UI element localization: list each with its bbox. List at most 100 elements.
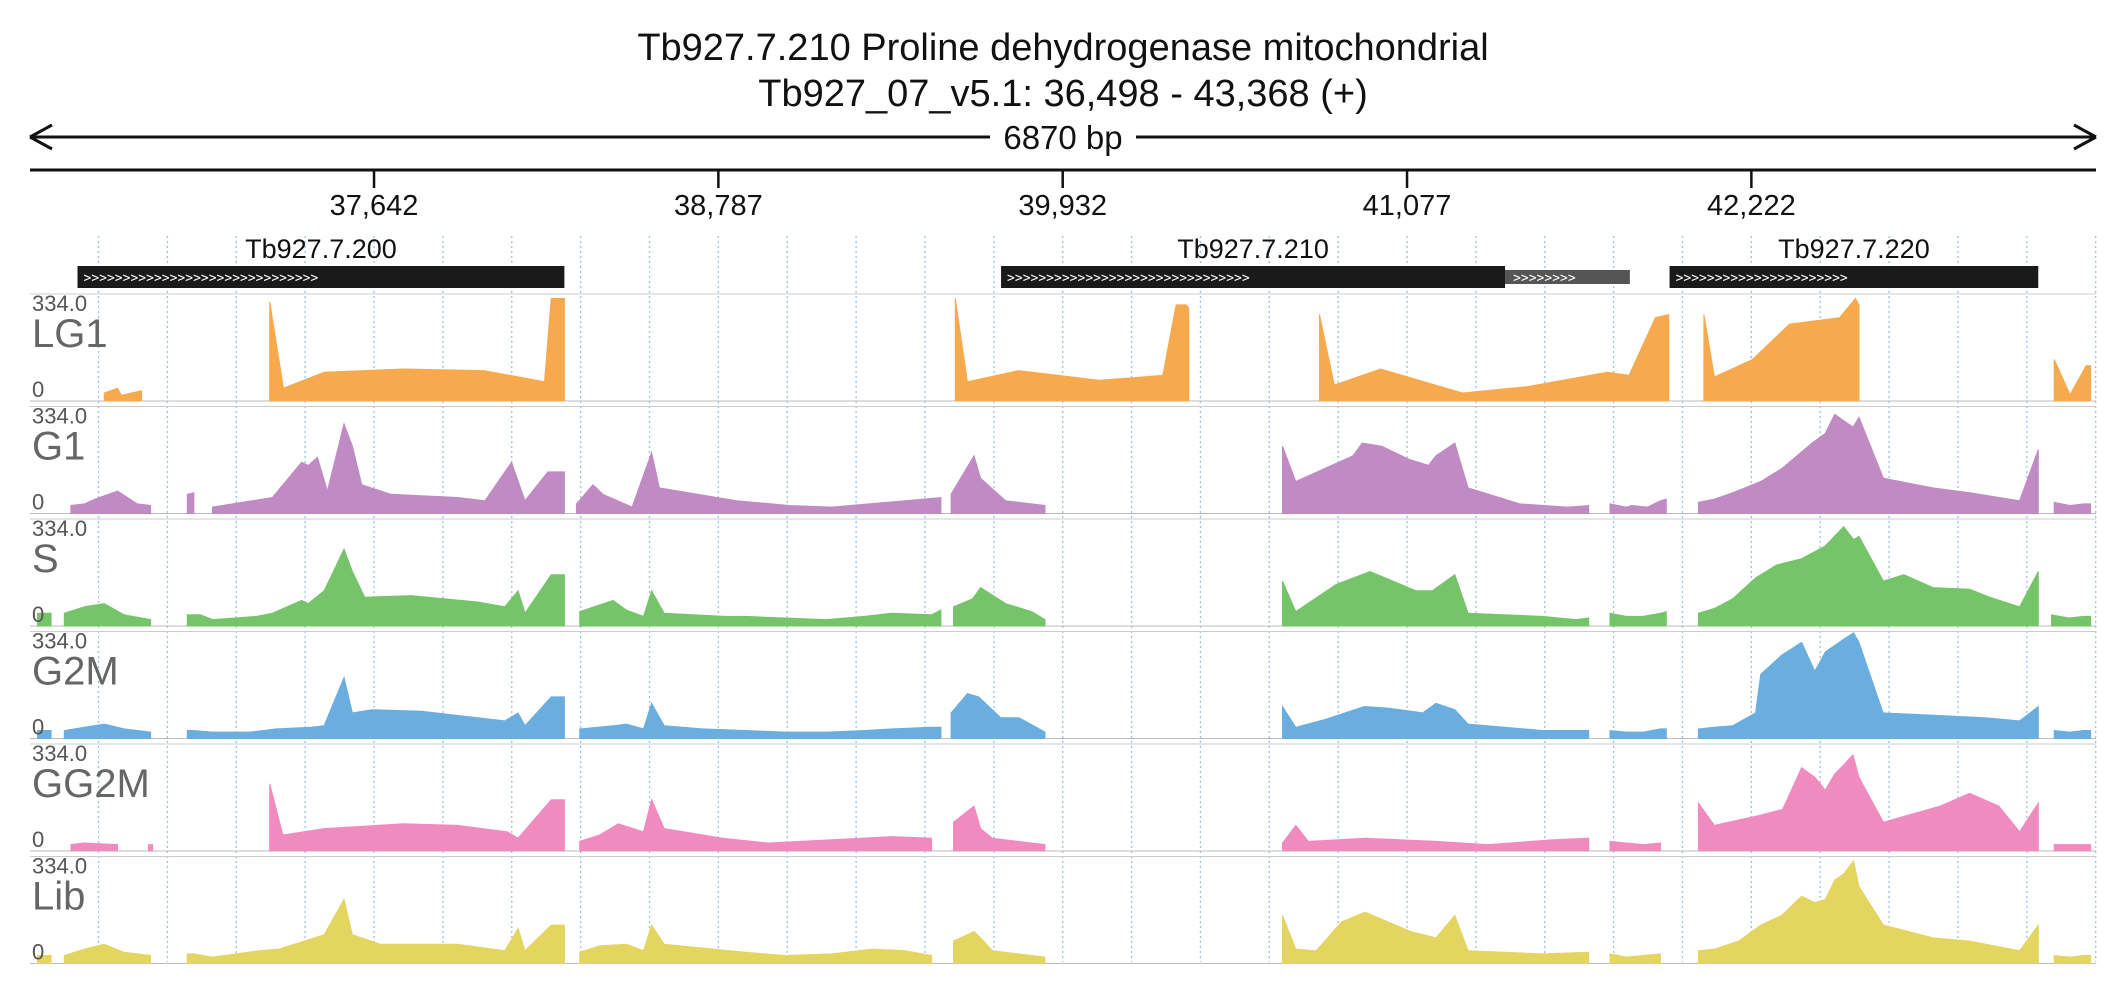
coverage-area [148,844,154,852]
coverage-tracks: 334.00LG1334.00G1334.00S334.00G2M334.00G… [30,291,2096,965]
x-tick-label: 39,932 [1018,190,1107,222]
x-ticks: 37,642 38,787 39,932 41,077 42,222 [330,170,1796,222]
coverage-area [1281,824,1590,852]
gene-label: Tb927.7.210 [1177,234,1329,264]
track-s: 334.0 0 S [30,516,2096,627]
track-name: LG1 [32,312,108,356]
x-tick-label: 37,642 [330,190,419,222]
coverage-area [1319,313,1670,402]
coverage-area [186,492,195,514]
track-min-label: 0 [32,715,44,740]
coverage-area [103,387,143,402]
chart-subtitle: Tb927_07_v5.1: 36,498 - 43,368 (+) [758,73,1368,115]
coverage-area [1703,297,1860,402]
chart-title: Tb927.7.210 Proline dehydrogenase mitoch… [637,27,1488,69]
span-arrow-left [29,123,53,151]
track-min-label: 0 [32,377,44,402]
x-tick-label: 38,787 [674,190,763,222]
coverage-area [63,603,152,627]
coverage-area [36,955,52,964]
coverage-area [579,798,933,852]
track-max-label: 334.0 [32,404,87,429]
track-lg1: 334.0 0 LG1 [30,291,2096,402]
gene-label: Tb927.7.200 [245,234,397,264]
coverage-area [2053,954,2092,964]
track-min-label: 0 [32,490,44,515]
coverage-area [952,805,1046,852]
coverage-area [2053,729,2092,739]
track-max-label: 334.0 [32,854,87,879]
coverage-area [1282,442,1590,514]
gene-body [77,266,565,288]
track-name: G1 [32,425,85,469]
coverage-area [36,730,52,739]
track-max-label: 334.0 [32,741,87,766]
coverage-area [1609,953,1661,964]
track-lib: 334.0 0 Lib [30,854,2096,965]
coverage-area [186,547,565,627]
gene-utr-strand: >>>>>>>> [1513,271,1576,286]
coverage-area [63,943,152,964]
coverage-area [954,298,1190,402]
coverage-area [1609,498,1667,514]
coverage-area [1609,840,1661,852]
track-g2m: 334.0 0 G2M [30,629,2096,740]
coverage-area [950,693,1046,739]
gene-body [1001,266,1506,288]
track-max-label: 334.0 [32,629,87,654]
gene-strand-arrows: >>>>>>>>>>>>>>>>>>>>>> [1676,271,1848,286]
gene-body [1669,266,2039,288]
track-name: GG2M [32,762,150,806]
coverage-area [70,842,118,852]
x-tick-label: 41,077 [1363,190,1452,222]
coverage-area [1609,610,1667,627]
coverage-area [1282,570,1590,627]
gene-utr [1505,270,1630,284]
coverage-area [1697,753,2039,852]
track-max-label: 334.0 [32,291,87,316]
track-min-label: 0 [32,827,44,852]
coverage-area [579,923,933,964]
coverage-area [579,589,942,627]
x-tick-label: 42,222 [1707,190,1796,222]
track-gg2m: 334.0 0 GG2M [30,741,2096,852]
coverage-area [2053,359,2092,402]
track-min-label: 0 [32,602,44,627]
coverage-area [1697,632,2039,739]
coverage-area [186,675,565,739]
coverage-area [579,702,942,739]
coverage-area [2053,501,2092,514]
coverage-area [2053,844,2092,852]
track-max-label: 334.0 [32,516,87,541]
coverage-area [1697,525,2039,627]
span-label: 6870 bp [1003,119,1122,156]
coverage-area [1697,413,2039,514]
coverage-area [211,422,565,514]
span-arrow-right [2073,123,2097,151]
coverage-area [63,723,152,739]
track-g1: 334.0 0 G1 [30,404,2096,515]
coverage-area [952,586,1046,627]
coverage-area [269,783,565,852]
coverage-area [1281,702,1590,739]
track-name: G2M [32,650,119,694]
coverage-area [950,454,1046,514]
track-name: S [32,537,59,581]
coverage-area [70,490,152,514]
coverage-area [36,612,52,627]
coverage-area [1282,911,1590,964]
track-name: Lib [32,875,85,919]
gene-track: >>>>>>>>>>>>>>>>>>>>>>>>>>>>>>Tb927.7.20… [77,234,2039,288]
track-min-label: 0 [32,940,44,965]
coverage-area [952,930,1046,964]
coverage-area [575,450,942,514]
coverage-area [2050,614,2092,627]
gene-strand-arrows: >>>>>>>>>>>>>>>>>>>>>>>>>>>>>>> [1007,271,1250,286]
coverage-area [269,298,565,402]
gene-label: Tb927.7.220 [1778,234,1930,264]
coverage-area [1609,728,1667,739]
gene-strand-arrows: >>>>>>>>>>>>>>>>>>>>>>>>>>>>>> [84,271,319,286]
coverage-area [186,898,565,964]
